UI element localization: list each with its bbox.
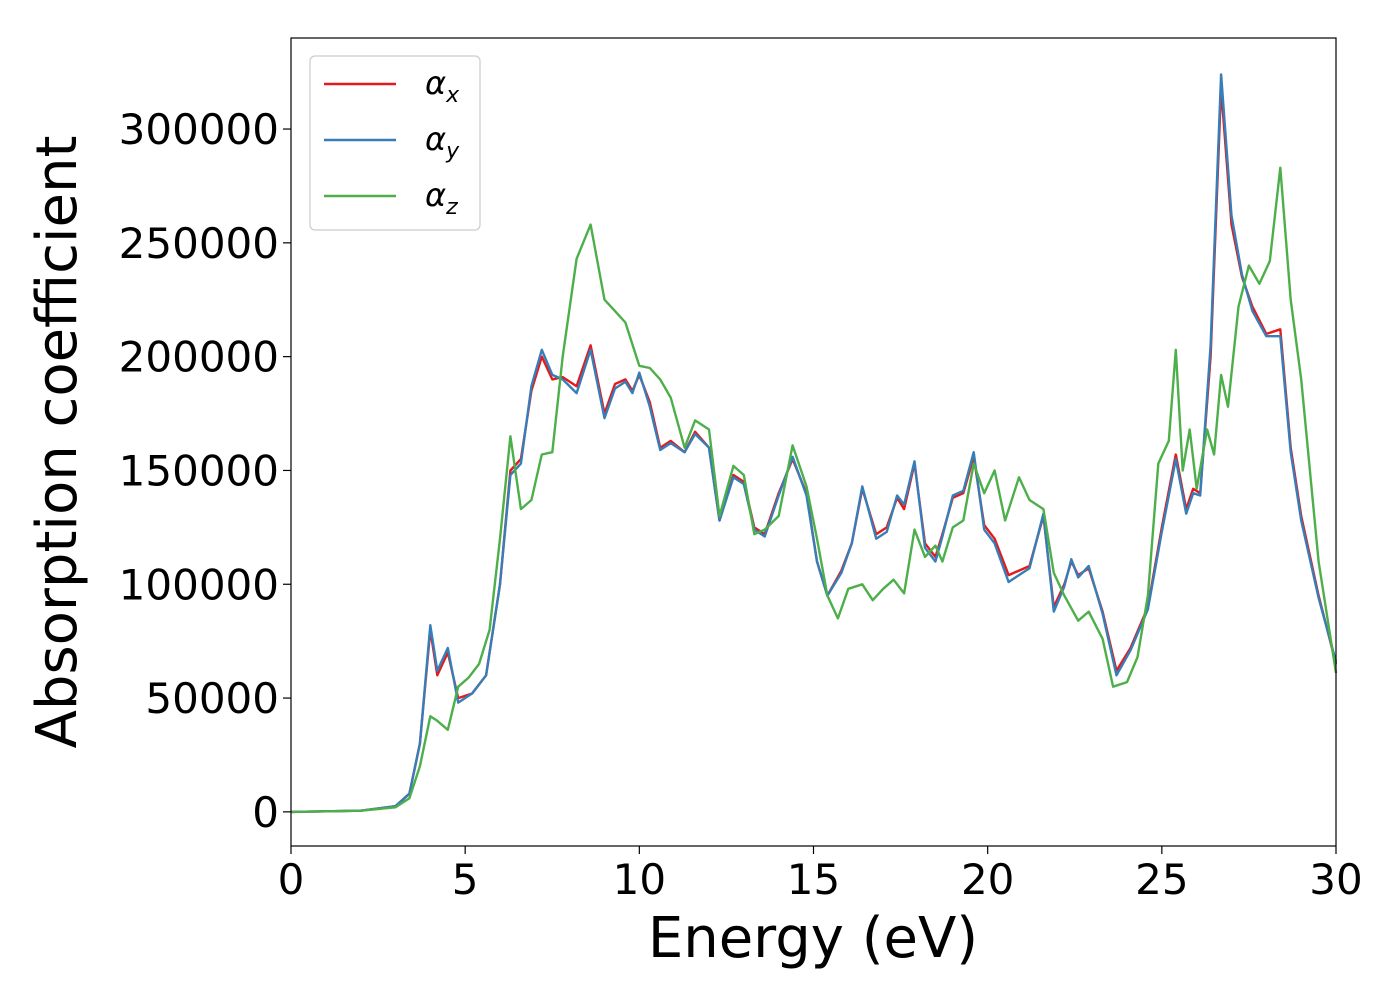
x-tick-label: 0 bbox=[278, 855, 305, 904]
x-tick-label: 10 bbox=[613, 855, 666, 904]
y-axis-ticks: 0 50000 100000 150000 200000 250000 300000 bbox=[119, 105, 291, 837]
y-tick-label: 250000 bbox=[119, 219, 279, 268]
series-line-y bbox=[290, 73, 1338, 814]
legend-label-z: αz bbox=[425, 176, 458, 220]
y-tick-label: 200000 bbox=[119, 333, 279, 382]
plot-frame bbox=[290, 37, 1337, 847]
y-tick-label: 150000 bbox=[119, 446, 279, 495]
x-tick-label: 20 bbox=[961, 855, 1014, 904]
y-tick-label: 300000 bbox=[119, 105, 279, 154]
x-tick-label: 15 bbox=[787, 855, 840, 904]
x-axis-label: Energy (eV) bbox=[648, 906, 978, 971]
series-line-z bbox=[290, 166, 1338, 814]
y-tick-label: 0 bbox=[252, 788, 279, 837]
legend-box bbox=[309, 55, 481, 231]
y-tick-label: 50000 bbox=[145, 674, 279, 723]
x-tick-label: 25 bbox=[1135, 855, 1188, 904]
x-tick-label: 5 bbox=[452, 855, 479, 904]
series-layer bbox=[290, 73, 1338, 814]
x-axis-ticks: 0 5 10 15 20 25 30 bbox=[278, 846, 1363, 904]
y-axis-label: Absorption coefficient bbox=[25, 136, 90, 749]
y-tick-label: 100000 bbox=[119, 560, 279, 609]
x-tick-label: 30 bbox=[1309, 855, 1362, 904]
